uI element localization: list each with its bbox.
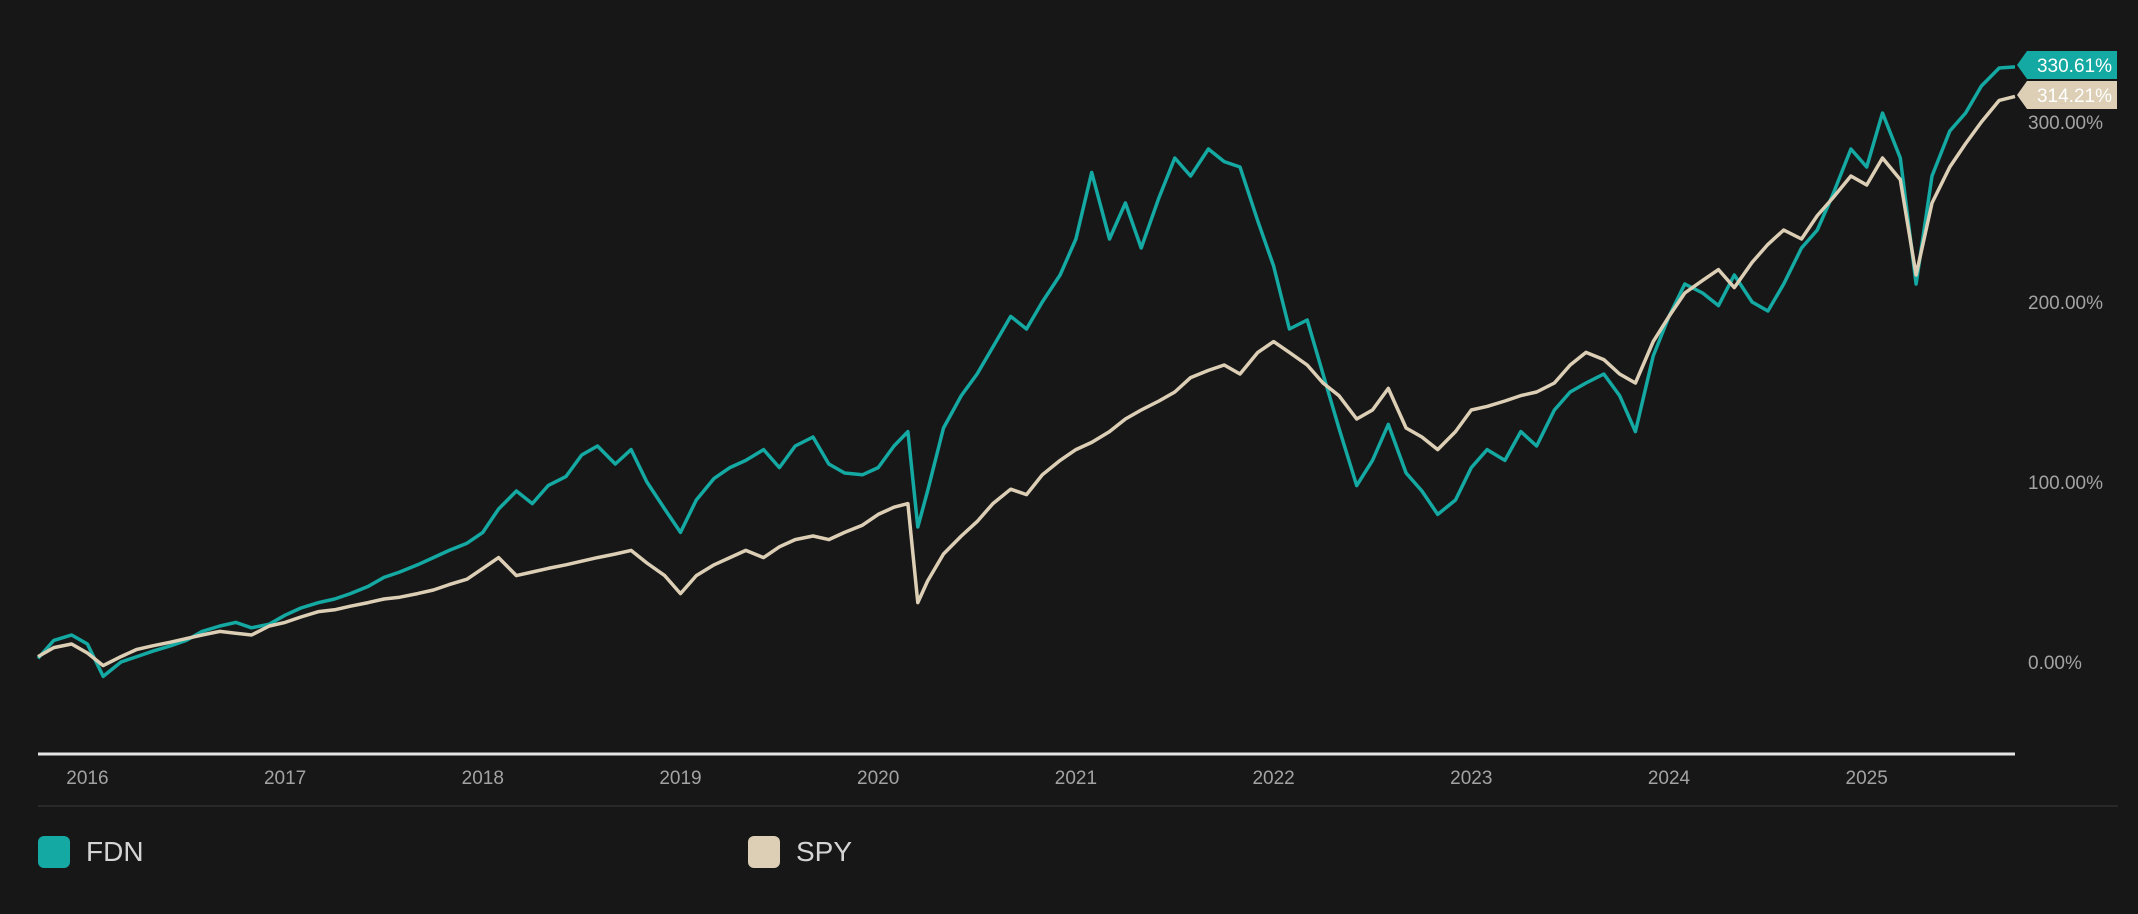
legend-swatch-fdn	[38, 836, 70, 868]
y-tick-label: 300.00%	[2028, 113, 2103, 134]
series-line-fdn[interactable]	[36, 65, 2016, 679]
end-label-fdn: 330.61%	[2017, 51, 2117, 79]
x-tick-label: 2016	[66, 768, 108, 789]
x-tick-label: 2019	[659, 768, 701, 789]
legend-swatch-spy	[748, 836, 780, 868]
x-tick-labels: 2016 2017 2018 2019 2020 2021 2022 2023 2024 2025	[66, 768, 1888, 789]
legend-item-fdn[interactable]: FDN	[38, 836, 144, 868]
y-tick-label: 200.00%	[2028, 293, 2103, 314]
y-tick-labels: 0.00% 100.00% 200.00% 300.00%	[2028, 113, 2103, 674]
x-tick-label: 2021	[1055, 768, 1097, 789]
series-line-spy[interactable]	[37, 94, 2016, 668]
x-tick-label: 2017	[264, 768, 306, 789]
end-label-text: 314.21%	[2037, 86, 2112, 107]
legend-label-spy: SPY	[796, 836, 853, 867]
legend: FDN SPY	[38, 836, 2118, 882]
x-tick-label: 2025	[1846, 768, 1888, 789]
end-label-spy: 314.21%	[2017, 81, 2117, 109]
end-label-tag	[2017, 51, 2117, 79]
series-layer	[36, 65, 2016, 679]
y-tick-label: 0.00%	[2028, 653, 2082, 674]
x-tick-label: 2024	[1648, 768, 1691, 789]
x-tick-label: 2020	[857, 768, 899, 789]
y-tick-label: 100.00%	[2028, 473, 2103, 494]
end-label-tag	[2017, 81, 2117, 109]
x-tick-label: 2023	[1450, 768, 1492, 789]
x-tick-label: 2018	[462, 768, 504, 789]
legend-label-fdn: FDN	[86, 836, 144, 867]
x-tick-label: 2022	[1252, 768, 1294, 789]
end-value-labels: 330.61% 314.21%	[2017, 51, 2117, 109]
legend-item-spy[interactable]: SPY	[748, 836, 852, 868]
end-label-text: 330.61%	[2037, 56, 2112, 77]
